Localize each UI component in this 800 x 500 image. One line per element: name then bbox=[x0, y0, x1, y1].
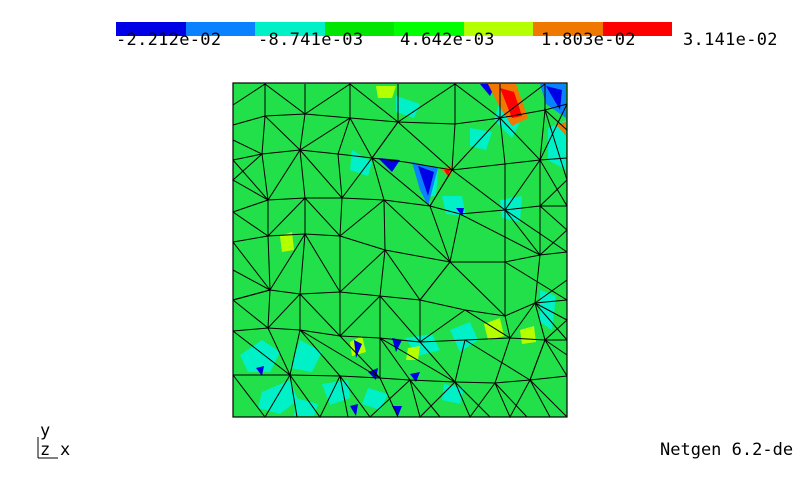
mesh-edge bbox=[264, 103, 568, 171]
colorbar-tick-label: -8.741e-03 bbox=[258, 30, 364, 50]
colorbar-tick-label: 3.141e-02 bbox=[683, 30, 778, 50]
mesh-edge bbox=[232, 329, 568, 383]
colorbar bbox=[116, 22, 672, 36]
mesh-edge bbox=[232, 293, 568, 343]
mesh-edge bbox=[232, 327, 567, 343]
axis-label-x: x bbox=[60, 440, 71, 460]
colorbar-segment bbox=[463, 22, 533, 36]
colorbar-tick-label: 4.642e-03 bbox=[400, 30, 495, 50]
mesh-edge bbox=[232, 289, 568, 317]
colorbar-segment bbox=[255, 22, 325, 36]
colorbar-segment bbox=[394, 22, 464, 36]
colorbar-segment bbox=[185, 22, 255, 36]
colorbar-segment bbox=[602, 22, 672, 36]
mesh-edge bbox=[232, 374, 551, 419]
version-label: Netgen 6.2-de bbox=[660, 440, 794, 460]
colorbar-tick-label: -2.212e-02 bbox=[116, 30, 222, 50]
mesh-edge bbox=[539, 108, 568, 256]
colorbar-segment bbox=[324, 22, 394, 36]
mesh-edge bbox=[232, 83, 546, 123]
domain-border bbox=[232, 82, 568, 418]
colorbar-tick-label: 1.803e-02 bbox=[541, 30, 636, 50]
axis-label-y: y bbox=[40, 421, 51, 441]
mesh-edge bbox=[232, 269, 272, 301]
mesh-edge bbox=[232, 149, 568, 211]
mesh-edge bbox=[232, 233, 568, 318]
axis-label-z: z bbox=[40, 440, 51, 460]
colorbar-segment bbox=[533, 22, 603, 36]
mesh-edge bbox=[232, 197, 567, 215]
mesh-edge bbox=[232, 149, 568, 171]
mesh-edge bbox=[232, 197, 568, 263]
colorbar-segment bbox=[116, 22, 186, 36]
mesh-edge bbox=[232, 139, 269, 201]
mesh-wireframe bbox=[232, 83, 568, 419]
axis-triad-icon bbox=[37, 437, 58, 459]
